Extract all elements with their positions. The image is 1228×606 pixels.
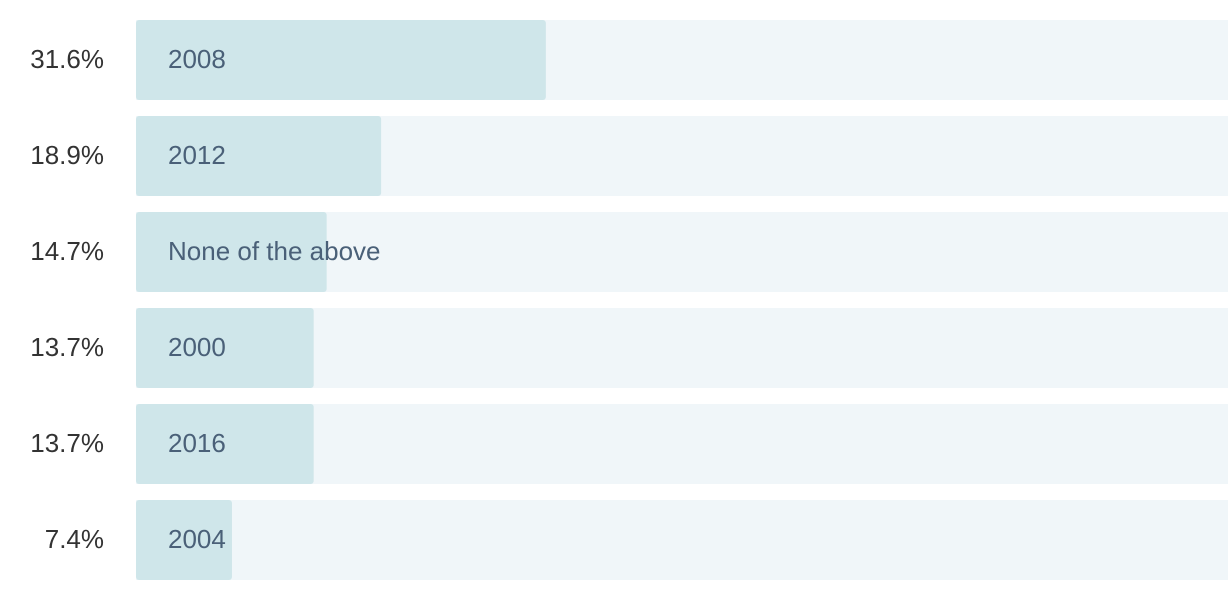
option-label: 2000 [168,332,226,362]
value-label: 14.7% [30,236,104,266]
bar [136,116,382,196]
bar [136,404,314,484]
value-label: 7.4% [45,524,104,554]
bar [136,20,546,100]
bar [136,212,327,292]
value-label: 13.7% [30,428,104,458]
bar-track [136,308,1228,388]
option-label: None of the above [168,236,381,266]
value-label: 31.6% [30,44,104,74]
bar [136,308,314,388]
value-label: 18.9% [30,140,104,170]
bar-track [136,500,1228,580]
bar-track [136,404,1228,484]
bar [136,500,232,580]
value-label: 13.7% [30,332,104,362]
option-label: 2008 [168,44,226,74]
option-label: 2004 [168,524,226,554]
option-label: 2012 [168,140,226,170]
option-label: 2016 [168,428,226,458]
